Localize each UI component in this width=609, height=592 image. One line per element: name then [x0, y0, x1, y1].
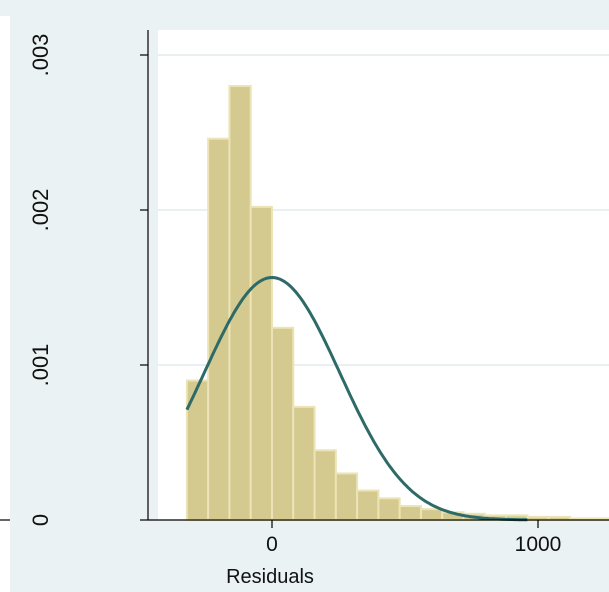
histogram-bar — [249, 205, 274, 521]
x-axis-title: Residuals — [226, 566, 314, 588]
histogram-bars — [185, 85, 609, 522]
histogram-bar — [313, 449, 337, 521]
x-tick-label: 0 — [266, 533, 278, 556]
y-tick-label: 0 — [28, 514, 53, 526]
histogram-bar — [356, 489, 380, 521]
histogram-bar — [398, 505, 422, 521]
left-margin-panel — [0, 16, 10, 520]
histogram-bar — [292, 405, 316, 522]
x-tick-label: 1000 — [515, 533, 562, 556]
histogram-bar — [271, 326, 295, 521]
axes: 0 .001 .002 .003 0 1000 — [0, 30, 609, 556]
y-tick-label: .003 — [28, 34, 53, 77]
histogram-bar — [377, 497, 401, 521]
histogram-bar — [334, 472, 359, 521]
density-line — [185, 276, 528, 522]
histogram-bar — [419, 508, 444, 521]
normal-density-curve — [185, 276, 528, 522]
bottom-left-panel — [0, 520, 10, 592]
y-tick-label: .002 — [28, 189, 53, 232]
y-tick-label: .001 — [28, 344, 53, 387]
